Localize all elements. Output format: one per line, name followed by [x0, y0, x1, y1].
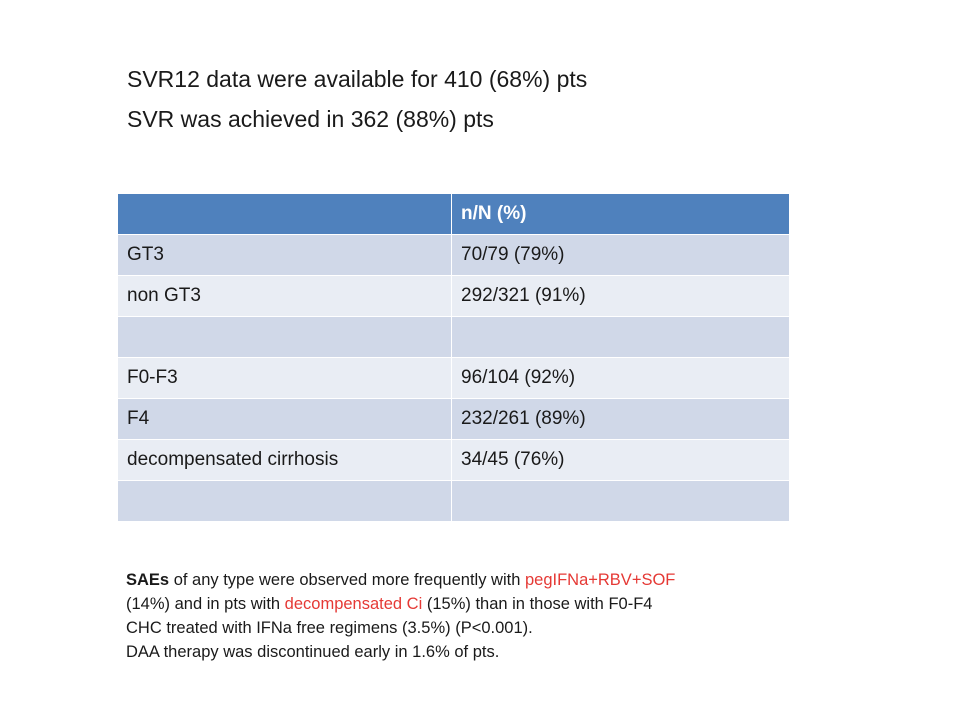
- row-label: decompensated cirrhosis: [117, 439, 452, 481]
- results-table: n/N (%) GT3 70/79 (79%) non GT3 292/321 …: [117, 193, 790, 522]
- table-row: F4 232/261 (89%): [117, 398, 790, 440]
- sae-notes: SAEs of any type were observed more freq…: [126, 568, 826, 664]
- table-row: decompensated cirrhosis 34/45 (76%): [117, 439, 790, 481]
- row-label: [117, 316, 452, 358]
- header-value-cell: n/N (%): [451, 193, 790, 235]
- header-label-cell: [117, 193, 452, 235]
- headline-svr12: SVR12 data were available for 410 (68%) …: [127, 66, 588, 92]
- row-label: GT3: [117, 234, 452, 276]
- regimen-highlight: pegIFNa+RBV+SOF: [524, 571, 676, 589]
- table-row: [117, 480, 790, 522]
- notes-text-3: (15%) than in those with F0-F4: [422, 595, 653, 613]
- table-row: non GT3 292/321 (91%): [117, 275, 790, 317]
- table-row: [117, 316, 790, 358]
- notes-line-2: (14%) and in pts with decompensated Ci (…: [126, 592, 826, 616]
- row-label: [117, 480, 452, 522]
- notes-line-3: CHC treated with IFNa free regimens (3.5…: [126, 619, 533, 637]
- notes-line-1: SAEs of any type were observed more freq…: [126, 568, 826, 592]
- table-row: F0-F3 96/104 (92%): [117, 357, 790, 399]
- row-value: 292/321 (91%): [451, 275, 790, 317]
- notes-text-2: (14%) and in pts with: [126, 595, 285, 613]
- notes-text-1: of any type were observed more frequentl…: [169, 571, 525, 589]
- row-value: 34/45 (76%): [451, 439, 790, 481]
- headline-svr-achieved: SVR was achieved in 362 (88%) pts: [127, 106, 494, 132]
- notes-line-4: DAA therapy was discontinued early in 1.…: [126, 643, 500, 661]
- row-label: F4: [117, 398, 452, 440]
- sae-bold-label: SAEs: [126, 571, 170, 589]
- row-label: F0-F3: [117, 357, 452, 399]
- row-value: [451, 480, 790, 522]
- decompensated-highlight: decompensated Ci: [284, 595, 423, 613]
- table-row: GT3 70/79 (79%): [117, 234, 790, 276]
- row-label: non GT3: [117, 275, 452, 317]
- row-value: 232/261 (89%): [451, 398, 790, 440]
- table-header-row: n/N (%): [117, 193, 790, 235]
- row-value: [451, 316, 790, 358]
- row-value: 96/104 (92%): [451, 357, 790, 399]
- row-value: 70/79 (79%): [451, 234, 790, 276]
